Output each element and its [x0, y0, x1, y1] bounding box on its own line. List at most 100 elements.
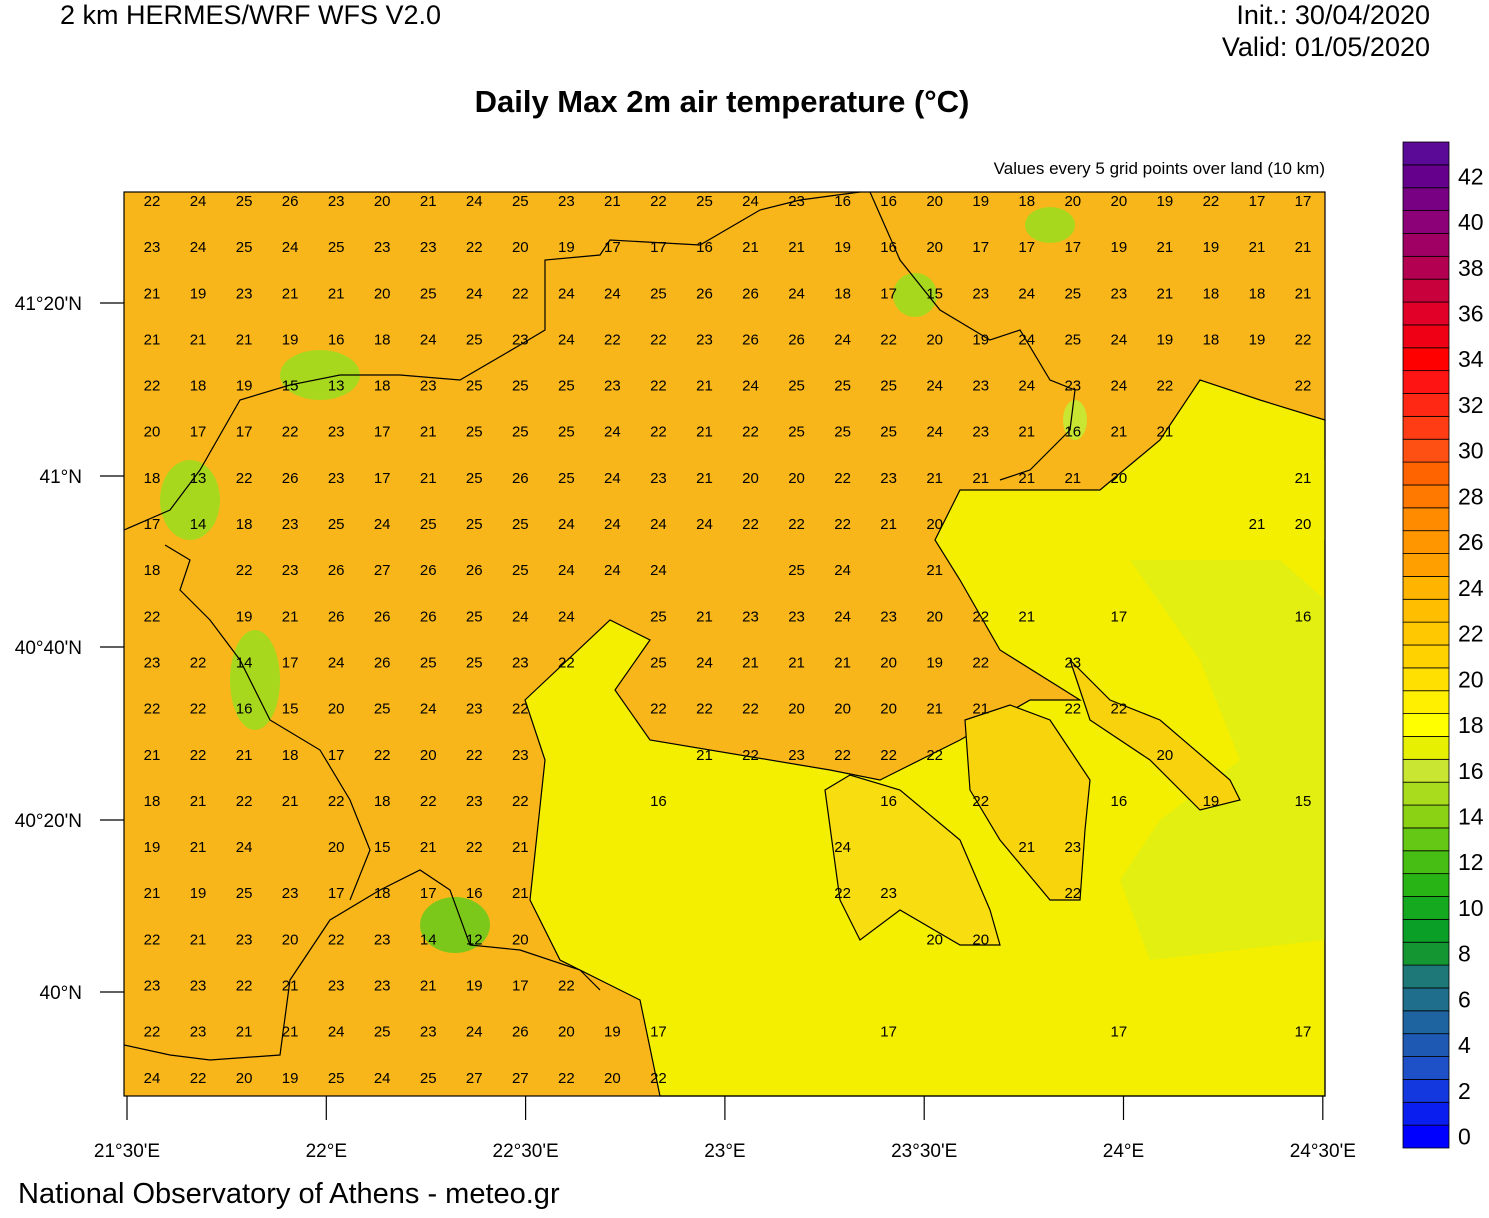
grid-value: 18 — [144, 562, 161, 579]
grid-value: 22 — [1064, 885, 1081, 902]
grid-value: 21 — [282, 793, 299, 810]
grid-value: 19 — [236, 378, 253, 395]
grid-value: 25 — [558, 470, 575, 487]
grid-value: 18 — [282, 747, 299, 764]
grid-value: 25 — [880, 378, 897, 395]
grid-value: 22 — [650, 701, 667, 718]
colorbar-label: 40 — [1458, 209, 1484, 235]
grid-value: 25 — [650, 285, 667, 302]
grid-value: 20 — [972, 931, 989, 948]
grid-value: 24 — [190, 239, 207, 256]
sithonia — [964, 704, 1091, 901]
colorbar-label: 22 — [1458, 621, 1484, 647]
grid-value: 20 — [512, 239, 529, 256]
grid-value: 23 — [1110, 285, 1127, 302]
grid-value: 24 — [696, 516, 713, 533]
cool-area — [230, 630, 280, 730]
grid-value: 21 — [972, 701, 989, 718]
grid-value: 23 — [190, 1024, 207, 1041]
lon-label: 23°E — [704, 1141, 745, 1162]
colorbar-label: 42 — [1458, 163, 1484, 189]
colorbar-label: 14 — [1458, 803, 1484, 829]
grid-value: 15 — [282, 378, 299, 395]
grid-value: 21 — [1018, 470, 1035, 487]
grid-value: 16 — [236, 701, 253, 718]
grid-value: 24 — [604, 562, 621, 579]
grid-value: 22 — [328, 931, 345, 948]
border — [123, 869, 601, 1061]
grid-value: 25 — [466, 424, 483, 441]
grid-value: 19 — [1157, 193, 1174, 210]
grid-value: 20 — [926, 331, 943, 348]
grid-value: 23 — [650, 470, 667, 487]
lon-label: 24°E — [1103, 1141, 1144, 1162]
grid-value: 22 — [650, 378, 667, 395]
grid-value: 25 — [512, 516, 529, 533]
grid-value: 26 — [420, 562, 437, 579]
grid-value: 20 — [926, 608, 943, 625]
grid-value: 22 — [742, 701, 759, 718]
grid-value: 22 — [236, 978, 253, 995]
colorbar-bin — [1402, 255, 1450, 280]
grid-value: 19 — [282, 331, 299, 348]
grid-value: 19 — [604, 1024, 621, 1041]
grid-value: 25 — [512, 562, 529, 579]
cool-area — [160, 460, 220, 540]
grid-value: 20 — [880, 654, 897, 671]
grid-value: 18 — [1249, 285, 1266, 302]
grid-value: 21 — [1249, 516, 1266, 533]
grid-value: 21 — [512, 885, 529, 902]
grid-value: 24 — [558, 608, 575, 625]
grid-value: 20 — [788, 470, 805, 487]
grid-value: 25 — [420, 654, 437, 671]
grid-value: 21 — [420, 839, 437, 856]
colorbar-bin — [1402, 690, 1450, 714]
grid-value: 25 — [1064, 331, 1081, 348]
grid-value: 22 — [512, 793, 529, 810]
colorbar-bin — [1402, 370, 1450, 394]
grid-value: 22 — [236, 793, 253, 810]
valid-date: Valid: 01/05/2020 — [1222, 32, 1430, 62]
grid-value: 20 — [1295, 516, 1312, 533]
grid-value: 23 — [972, 378, 989, 395]
colorbar-bin — [1402, 576, 1450, 600]
grid-value: 16 — [328, 331, 345, 348]
colorbar-bin — [1402, 484, 1450, 509]
grid-value: 25 — [788, 424, 805, 441]
grid-value: 22 — [144, 378, 161, 395]
grid-value: 23 — [282, 516, 299, 533]
grid-value: 23 — [880, 470, 897, 487]
grid-value: 19 — [1203, 239, 1220, 256]
grid-value: 22 — [512, 701, 529, 718]
cool-area — [280, 350, 360, 400]
grid-value: 24 — [604, 424, 621, 441]
grid-value: 21 — [420, 424, 437, 441]
grid-value: 25 — [558, 378, 575, 395]
colorbar-bin — [1402, 964, 1450, 989]
grid-value: 22 — [144, 193, 161, 210]
colorbar-bin — [1402, 324, 1450, 349]
grid-value: 22 — [1295, 331, 1312, 348]
grid-value: 20 — [328, 701, 345, 718]
colorbar-bin — [1402, 141, 1450, 166]
grid-value: 17 — [190, 424, 207, 441]
colorbar-bin — [1402, 758, 1450, 783]
grid-value: 24 — [144, 1070, 161, 1087]
grid-value: 17 — [420, 885, 437, 902]
grid-value: 17 — [1110, 608, 1127, 625]
grid-value: 24 — [604, 516, 621, 533]
grid-value: 21 — [1295, 470, 1312, 487]
grid-value: 21 — [696, 424, 713, 441]
grid-value: 21 — [512, 839, 529, 856]
colorbar-label: 34 — [1458, 346, 1484, 372]
grid-value: 18 — [834, 285, 851, 302]
grid-value: 16 — [1110, 793, 1127, 810]
grid-value: 20 — [374, 285, 391, 302]
grid-value: 23 — [466, 701, 483, 718]
grid-value: 18 — [1018, 193, 1035, 210]
grid-value: 25 — [1064, 285, 1081, 302]
subtitle: Values every 5 grid points over land (10… — [994, 159, 1325, 178]
grid-value: 25 — [328, 239, 345, 256]
grid-value: 24 — [1018, 331, 1035, 348]
grid-value: 24 — [742, 378, 759, 395]
